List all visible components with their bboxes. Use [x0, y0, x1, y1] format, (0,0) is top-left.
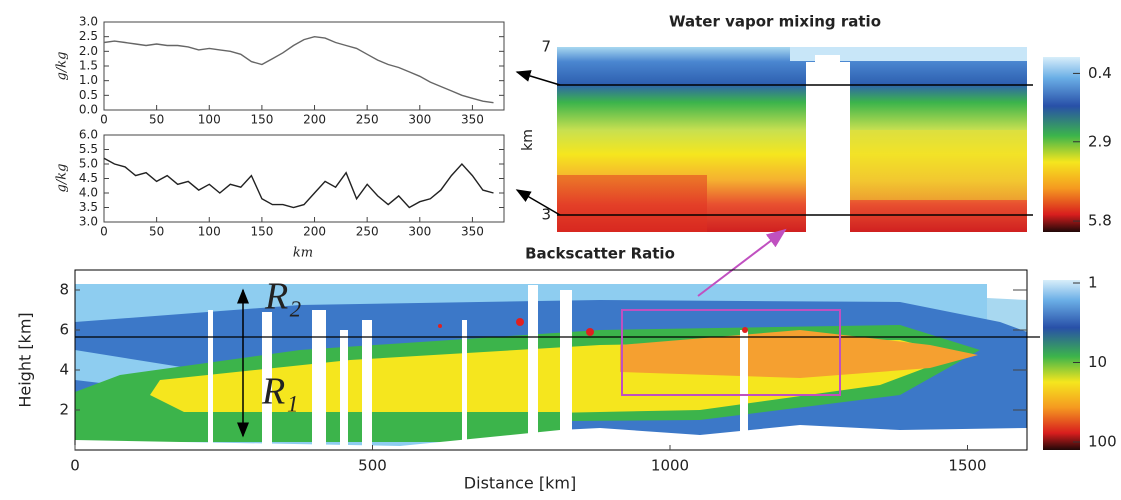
x-tick-label: 500 — [358, 457, 387, 475]
y-axis-label: g/kg — [55, 52, 70, 81]
x-tick-label: 0 — [100, 113, 108, 127]
x-tick-label: 100 — [198, 225, 221, 239]
x-tick-label: 0 — [100, 225, 108, 239]
x-tick-label: 1500 — [948, 457, 986, 475]
y-axis-label: km — [520, 129, 536, 151]
link-arrow — [515, 189, 561, 216]
y-tick-label: 1.5 — [79, 59, 98, 73]
line — [103, 157, 494, 209]
colorbar-tick-label: 1 — [1088, 274, 1098, 292]
water-vapor-field — [557, 47, 1027, 232]
x-tick-label: 200 — [303, 225, 326, 239]
highlight-box — [621, 309, 841, 396]
y-axis-label: g/kg — [55, 164, 70, 193]
plot-frame — [103, 134, 505, 223]
annotation: R₂ — [264, 276, 301, 318]
y-tick-label: 4.5 — [79, 171, 98, 185]
x-tick-label: 250 — [356, 113, 379, 127]
x-tick-label: 300 — [408, 113, 431, 127]
y-tick-label: 3.0 — [79, 215, 98, 229]
x-axis-label: km — [293, 246, 313, 261]
y-tick-label: 6 — [59, 321, 69, 339]
y-tick-label: 3 — [541, 206, 551, 224]
y-tick-label: 2 — [59, 401, 69, 419]
y-tick-label: 4 — [59, 361, 69, 379]
y-tick-label: 3.5 — [79, 200, 98, 214]
y-tick-label: 0.5 — [79, 88, 98, 102]
y-tick-label: 1.0 — [79, 73, 98, 87]
link-arrow — [697, 228, 787, 297]
colorbar-tick-label: 10 — [1088, 353, 1107, 371]
colorbar-tick-label: 2.9 — [1088, 132, 1112, 150]
colorbar-tick-label: 5.8 — [1088, 212, 1112, 230]
colorbar — [1043, 57, 1080, 232]
colorbar-tick-label: 100 — [1088, 433, 1117, 451]
y-tick-label: 5.0 — [79, 157, 98, 171]
line — [103, 35, 494, 104]
plot-frame — [103, 21, 505, 111]
y-tick-label: 8 — [59, 281, 69, 299]
chart-title: Water vapor mixing ratio — [669, 13, 881, 31]
x-tick-label: 50 — [149, 113, 164, 127]
y-tick-label: 2.5 — [79, 29, 98, 43]
x-tick-label: 1000 — [651, 457, 689, 475]
y-tick-label: 7 — [541, 38, 551, 56]
y-axis-label: Height [km] — [16, 312, 35, 407]
colorbar — [1043, 280, 1080, 450]
x-tick-label: 200 — [303, 113, 326, 127]
y-tick-label: 3.0 — [79, 15, 98, 29]
x-axis-label: Distance [km] — [464, 474, 576, 493]
y-tick-label: 2.0 — [79, 44, 98, 58]
x-tick-label: 150 — [250, 113, 273, 127]
x-tick-label: 250 — [356, 225, 379, 239]
x-tick-label: 350 — [461, 113, 484, 127]
backscatter-field — [75, 270, 1027, 450]
x-tick-label: 300 — [408, 225, 431, 239]
x-tick-label: 100 — [198, 113, 221, 127]
x-tick-label: 50 — [149, 225, 164, 239]
y-tick-label: 4.0 — [79, 186, 98, 200]
link-arrow — [515, 70, 561, 86]
colorbar-tick-label: 0.4 — [1088, 64, 1112, 82]
y-tick-label: 5.5 — [79, 142, 98, 156]
plot-frame — [74, 269, 1028, 451]
chart-title: Backscatter Ratio — [525, 245, 675, 263]
y-tick-label: 0.0 — [79, 103, 98, 117]
x-tick-label: 150 — [250, 225, 273, 239]
x-tick-label: 350 — [461, 225, 484, 239]
annotation: R₁ — [261, 371, 298, 413]
x-tick-label: 0 — [70, 457, 80, 475]
y-tick-label: 6.0 — [79, 128, 98, 142]
